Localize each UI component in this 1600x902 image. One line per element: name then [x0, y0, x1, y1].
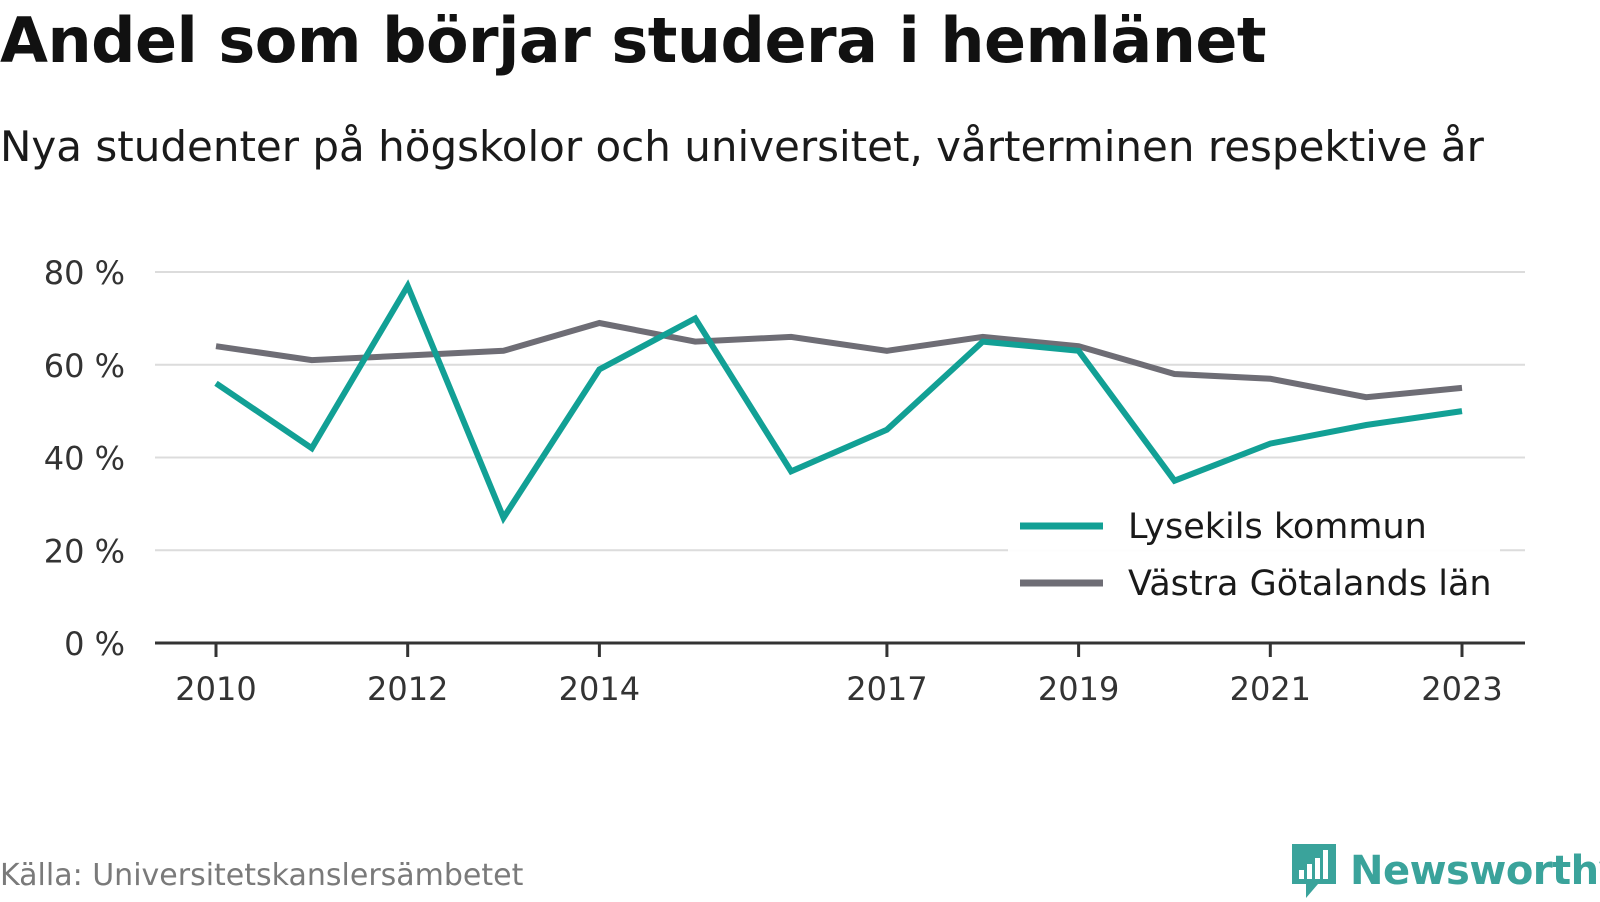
x-tick-label: 2014: [559, 670, 640, 708]
x-tick-label: 2012: [367, 670, 448, 708]
legend-label: Lysekils kommun: [1128, 507, 1427, 547]
y-tick-label: 60 %: [44, 347, 125, 385]
x-tick-label: 2023: [1421, 670, 1502, 708]
newsworthy-logo: Newsworthy: [1288, 840, 1600, 902]
brand-name: Newsworthy: [1350, 848, 1600, 894]
x-axis: 2010 2012 2014 2017 2019 2021 2023: [155, 641, 1525, 708]
legend-label: Västra Götalands län: [1128, 564, 1492, 604]
y-tick-label: 20 %: [44, 532, 125, 570]
source-note: Källa: Universitetskanslersämbetet: [0, 858, 524, 893]
newsworthy-logo-icon: [1292, 844, 1336, 898]
y-tick-label: 80 %: [44, 254, 125, 292]
legend: Lysekils kommun Västra Götalands län: [1008, 500, 1500, 610]
x-tick-label: 2021: [1230, 670, 1311, 708]
y-tick-label: 40 %: [44, 440, 125, 478]
series-line-lysekil: [214, 279, 1463, 525]
x-tick-label: 2017: [846, 670, 927, 708]
x-tick-label: 2019: [1038, 670, 1119, 708]
chart-subtitle: Nya studenter på högskolor och universit…: [0, 122, 1484, 171]
data-series: [214, 279, 1463, 525]
y-axis-tick-labels: 0 % 20 % 40 % 60 % 80 %: [44, 254, 125, 663]
x-tick-label: 2010: [175, 670, 256, 708]
chart-title: Andel som börjar studera i hemlänet: [0, 4, 1267, 77]
series-line-vastra-gotaland: [215, 319, 1463, 401]
y-tick-label: 0 %: [64, 625, 125, 663]
legend-background: [1008, 500, 1500, 610]
